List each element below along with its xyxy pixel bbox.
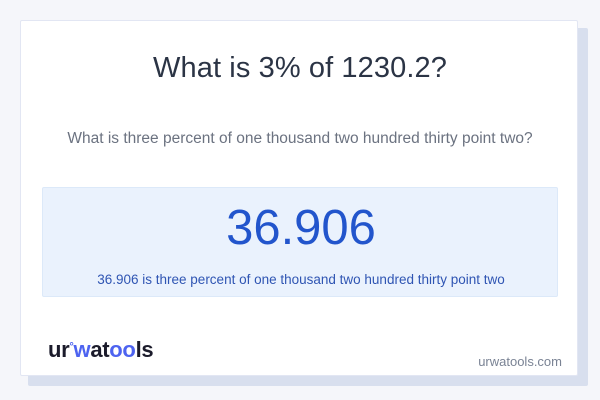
result-panel: 36.906 36.906 is three percent of one th… [42, 187, 558, 297]
result-caption: 36.906 is three percent of one thousand … [97, 272, 505, 287]
logo-text-part-4: oo [109, 337, 136, 362]
logo-text-part-1: ur [48, 337, 70, 362]
question-subtitle: What is three percent of one thousand tw… [67, 130, 533, 147]
logo-text-part-2: w [73, 337, 91, 362]
footer-site-url: urwatools.com [478, 354, 562, 369]
brand-logo[interactable]: ur°watools [48, 337, 154, 362]
page-title: What is 3% of 1230.2? [153, 52, 447, 84]
logo-text-part-3: at [90, 337, 110, 362]
logo-text-part-5: ls [135, 337, 154, 362]
logo-degree-icon: ° [69, 341, 74, 353]
result-value: 36.906 [226, 201, 376, 255]
